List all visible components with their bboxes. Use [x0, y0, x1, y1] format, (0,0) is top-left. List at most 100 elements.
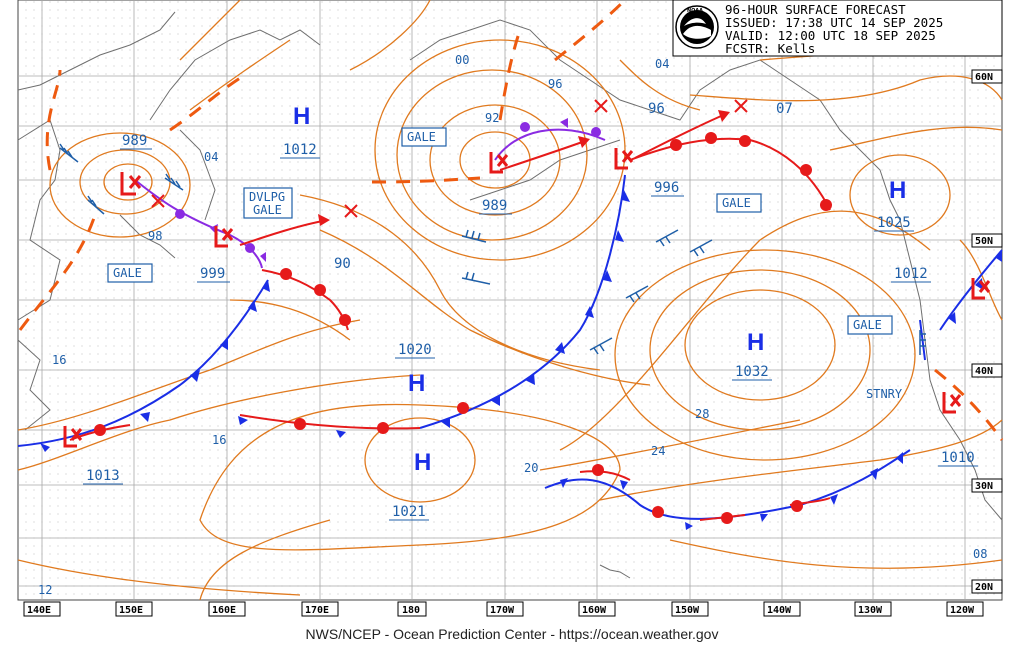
svg-text:40N: 40N	[975, 366, 993, 377]
svg-text:92: 92	[485, 111, 499, 125]
low-value-989-central: 989	[482, 198, 507, 214]
svg-text:140W: 140W	[767, 605, 792, 616]
latitude-labels: 60N 50N 40N 30N 20N	[971, 69, 1003, 594]
gale-box-4	[847, 315, 893, 335]
svg-text:50N: 50N	[975, 236, 993, 247]
lon-label-160e: 160E	[208, 601, 246, 617]
low-value-989-west: 989	[122, 133, 147, 149]
lon-label-180: 180	[397, 601, 427, 617]
svg-text:08: 08	[973, 547, 987, 561]
pressure-value-underlines	[83, 148, 978, 521]
header-line-4: FCSTR: Kells	[725, 41, 815, 56]
high-centers: H H H H H	[293, 103, 906, 476]
isobar-labels: 98 04 90 00 92 96 04 96 07 16 16 28 24 2…	[38, 53, 987, 597]
gale-label-3: GALE	[722, 196, 751, 210]
svg-text:12: 12	[38, 583, 52, 597]
lon-label-140e: 140E	[23, 601, 61, 617]
dvlpg-label-line2: GALE	[253, 203, 282, 217]
coast-alaska	[409, 19, 901, 221]
high-value-1025: 1025	[877, 215, 911, 231]
low-value-996: 996	[654, 180, 679, 196]
occluded-front-central	[494, 128, 606, 161]
gale-label-4: GALE	[853, 318, 882, 332]
troughs	[18, 0, 1004, 441]
forecast-header: NOAA 96-HOUR SURFACE FORECAST ISSUED: 17…	[672, 0, 1003, 57]
track-x-markers	[151, 99, 748, 218]
warning-boxes: GALE GALE GALE GALE DVLPG GALE STNRY	[107, 127, 903, 401]
svg-text:28: 28	[695, 407, 709, 421]
svg-text:07: 07	[776, 101, 793, 117]
cold-front-central	[419, 174, 626, 429]
svg-text:20N: 20N	[975, 582, 993, 593]
header-line-2: ISSUED: 17:38 UTC 14 SEP 2025	[725, 15, 943, 30]
longitude-labels: 140E 150E 160E 170E 180 170W 160W 150W 1…	[23, 601, 984, 617]
low-value-1012: 1012	[894, 266, 928, 282]
svg-text:30N: 30N	[975, 481, 993, 492]
lon-label-140w: 140W	[763, 601, 801, 617]
header-line-3: VALID: 12:00 UTC 18 SEP 2025	[725, 28, 936, 43]
occluded-front-west	[134, 179, 263, 269]
svg-text:00: 00	[455, 53, 469, 67]
coast-aleutians	[469, 139, 621, 201]
svg-text:96: 96	[548, 77, 562, 91]
gale-box-3	[716, 193, 762, 213]
svg-text:150W: 150W	[675, 605, 700, 616]
svg-text:96: 96	[648, 101, 665, 117]
coast-kuril	[119, 214, 176, 259]
dvlpg-label-line1: DVLPG	[249, 190, 285, 204]
svg-text:140E: 140E	[27, 605, 51, 616]
lon-label-170w: 170W	[486, 601, 524, 617]
low-value-1010: 1010	[941, 450, 975, 466]
gale-box-2	[401, 127, 447, 147]
svg-text:24: 24	[651, 444, 665, 458]
header-line-1: 96-HOUR SURFACE FORECAST	[725, 2, 906, 17]
noaa-logo-text: NOAA	[687, 8, 703, 14]
high-value-1021: 1021	[392, 504, 426, 520]
low-centers	[63, 148, 991, 448]
svg-text:170E: 170E	[305, 605, 329, 616]
low-value-1013: 1013	[86, 468, 120, 484]
low-value-999: 999	[200, 266, 225, 282]
svg-text:160E: 160E	[212, 605, 236, 616]
high-letter-1020: H	[408, 370, 425, 397]
high-letter-1012: H	[293, 103, 310, 130]
lon-label-130w: 130W	[854, 601, 892, 617]
svg-text:04: 04	[655, 57, 669, 71]
lat-label-60n: 60N	[971, 69, 1003, 84]
stnry-label: STNRY	[866, 387, 903, 401]
svg-text:120W: 120W	[950, 605, 975, 616]
lat-label-30n: 30N	[971, 478, 1003, 493]
occluded-fronts	[134, 128, 606, 269]
gale-box-1	[107, 263, 153, 283]
track-arrowheads	[318, 110, 730, 226]
coast-hawaii	[599, 564, 631, 579]
svg-text:150E: 150E	[119, 605, 143, 616]
cold-front-barbs	[40, 190, 1002, 530]
dvlpg-gale-box	[243, 187, 293, 219]
coast-kamchatka	[149, 29, 321, 221]
coastlines	[17, 11, 1003, 579]
pressure-values: 1012 1020 1021 1032 1025 989 999 989 996…	[86, 133, 975, 520]
warm-front-central	[239, 414, 421, 430]
svg-text:04: 04	[204, 150, 218, 164]
isobars	[17, 0, 1003, 601]
high-value-1012: 1012	[283, 142, 317, 158]
graticule	[18, 0, 1002, 600]
lat-label-40n: 40N	[971, 363, 1003, 378]
high-value-1020: 1020	[398, 342, 432, 358]
svg-text:160W: 160W	[582, 605, 607, 616]
gale-label-2: GALE	[407, 130, 436, 144]
svg-text:170W: 170W	[490, 605, 515, 616]
svg-text:20: 20	[524, 461, 538, 475]
svg-text:16: 16	[52, 353, 66, 367]
svg-text:90: 90	[334, 256, 351, 272]
lon-label-160w: 160W	[578, 601, 616, 617]
noaa-logo: NOAA	[675, 5, 719, 49]
lon-label-170e: 170E	[301, 601, 339, 617]
high-letter-1021: H	[414, 449, 431, 476]
occluded-symbols	[175, 118, 601, 262]
svg-text:130W: 130W	[858, 605, 883, 616]
warm-front-bulbs	[94, 132, 832, 524]
svg-text:16: 16	[212, 433, 226, 447]
